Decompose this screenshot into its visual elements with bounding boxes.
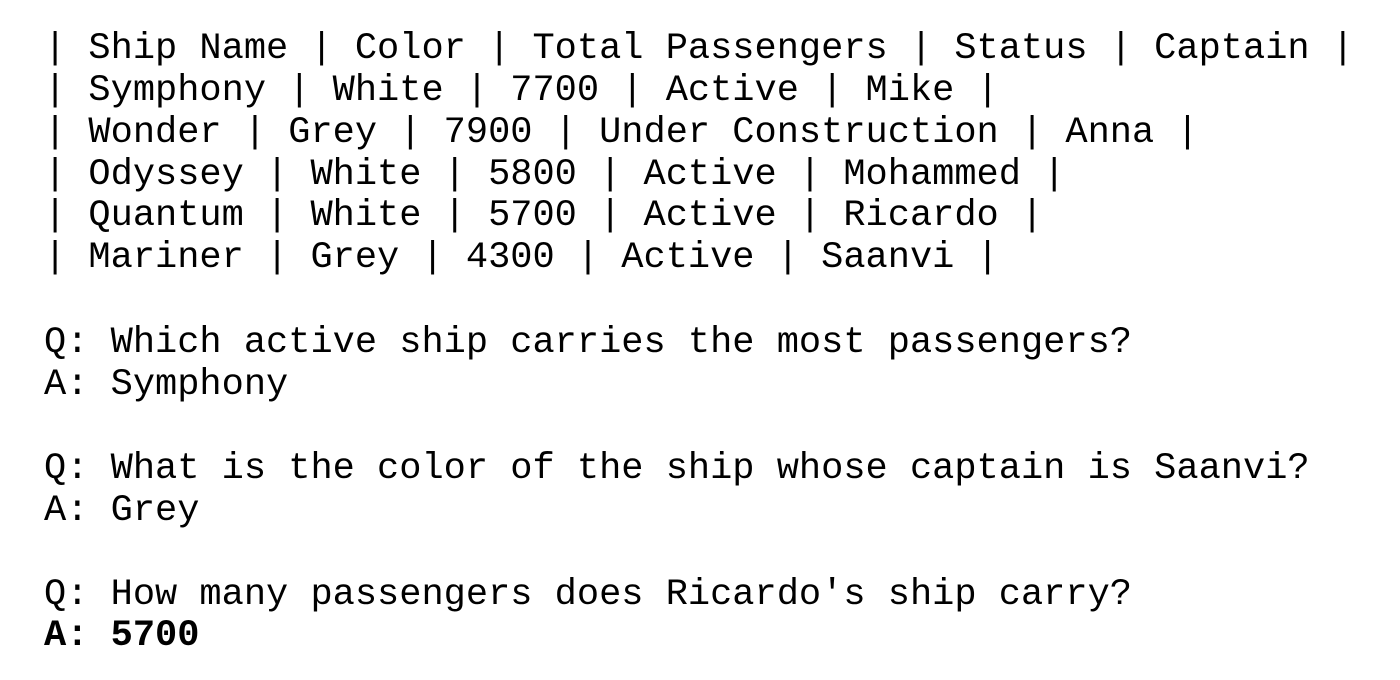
table-header: | Ship Name | Color | Total Passengers |…: [44, 28, 1355, 70]
table-row: | Mariner | Grey | 4300 | Active | Saanv…: [44, 237, 999, 279]
answer-text: A: Grey: [44, 490, 200, 532]
table-row: | Wonder | Grey | 7900 | Under Construct…: [44, 112, 1199, 154]
table-row: | Odyssey | White | 5800 | Active | Moha…: [44, 154, 1066, 196]
question-text: Q: Which active ship carries the most pa…: [44, 322, 1132, 364]
question-text: Q: How many passengers does Ricardo's sh…: [44, 574, 1132, 616]
table-row: | Quantum | White | 5700 | Active | Rica…: [44, 195, 1044, 237]
final-answer-text: A: 5700: [44, 615, 200, 657]
answer-text: A: Symphony: [44, 364, 289, 406]
table-row: | Symphony | White | 7700 | Active | Mik…: [44, 70, 999, 112]
question-text: Q: What is the color of the ship whose c…: [44, 448, 1310, 490]
